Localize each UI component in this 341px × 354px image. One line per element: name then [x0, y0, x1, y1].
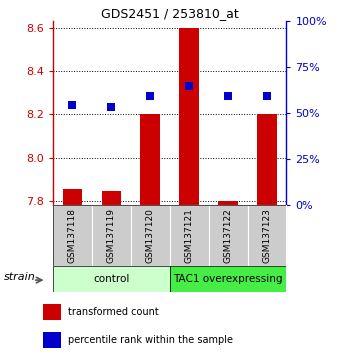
- Text: GSM137120: GSM137120: [146, 208, 155, 263]
- Text: strain: strain: [4, 273, 36, 282]
- Text: GSM137122: GSM137122: [224, 208, 233, 263]
- Bar: [257, 114, 277, 205]
- Text: TAC1 overexpressing: TAC1 overexpressing: [173, 274, 283, 284]
- Point: [187, 84, 192, 89]
- Text: GSM137119: GSM137119: [107, 208, 116, 263]
- Bar: [209, 205, 248, 266]
- Bar: [169, 266, 286, 292]
- Bar: [63, 189, 82, 205]
- Point: [225, 93, 231, 99]
- Bar: [43, 332, 61, 348]
- Bar: [92, 205, 131, 266]
- Bar: [43, 304, 61, 320]
- Text: transformed count: transformed count: [69, 307, 159, 317]
- Title: GDS2451 / 253810_at: GDS2451 / 253810_at: [101, 7, 238, 20]
- Bar: [248, 205, 286, 266]
- Text: GSM137123: GSM137123: [263, 208, 271, 263]
- Text: GSM137121: GSM137121: [184, 208, 194, 263]
- Bar: [218, 201, 238, 205]
- Point: [70, 102, 75, 108]
- Text: control: control: [93, 274, 130, 284]
- Bar: [53, 205, 92, 266]
- Text: GSM137118: GSM137118: [68, 208, 77, 263]
- Point: [147, 93, 153, 99]
- Bar: [53, 266, 169, 292]
- Text: percentile rank within the sample: percentile rank within the sample: [69, 335, 233, 345]
- Point: [108, 104, 114, 110]
- Bar: [131, 205, 169, 266]
- Bar: [169, 205, 209, 266]
- Bar: [140, 114, 160, 205]
- Point: [264, 93, 270, 99]
- Bar: [102, 191, 121, 205]
- Bar: [179, 28, 199, 205]
